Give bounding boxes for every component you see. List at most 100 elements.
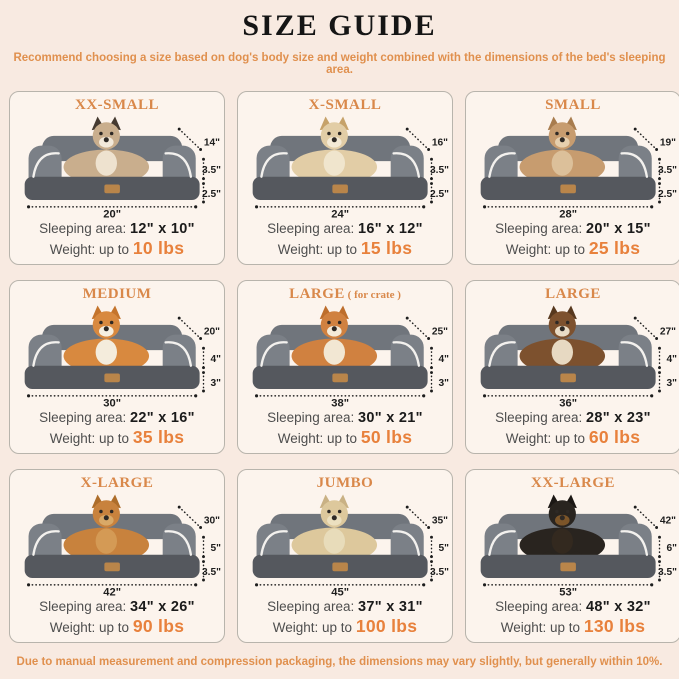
bolster-height-label: 3.5" xyxy=(658,165,677,176)
weight-row: Weight: up to 25 lbs xyxy=(506,238,641,259)
size-label: XX-SMALL xyxy=(74,97,159,113)
sleeping-area-value: 12" x 10" xyxy=(130,221,195,237)
weight-value: 130 lbs xyxy=(583,616,646,636)
dimension-lines: 35" 5" 3.5" 45" xyxy=(254,505,450,597)
sleeping-area-label: Sleeping area: xyxy=(267,599,355,614)
size-card-7: JUMBO xyxy=(237,469,453,643)
dog-chest xyxy=(323,150,345,176)
weight-value: 50 lbs xyxy=(360,427,413,447)
weight-value: 25 lbs xyxy=(588,238,641,258)
depth-label: 42" xyxy=(660,516,676,527)
sleeping-area-value: 34" x 26" xyxy=(130,599,195,615)
sleeping-area-row: Sleeping area: 34" x 26" xyxy=(39,599,195,615)
size-card-5: LARGE xyxy=(465,280,679,454)
depth-label: 27" xyxy=(660,327,676,338)
dog-chest xyxy=(551,339,573,365)
weight-row: Weight: up to 15 lbs xyxy=(278,238,413,259)
dog-illustration xyxy=(291,494,378,563)
size-label: LARGE xyxy=(545,286,601,302)
weight-label: Weight: up to xyxy=(500,620,581,635)
sleeping-area-row: Sleeping area: 48" x 32" xyxy=(495,599,651,615)
size-label: X-LARGE xyxy=(80,475,154,491)
weight-value: 15 lbs xyxy=(360,238,413,258)
weight-row: Weight: up to 60 lbs xyxy=(506,427,641,448)
sleeping-area-label: Sleeping area: xyxy=(267,410,355,425)
bed-piping xyxy=(488,530,649,556)
page-footer: Due to manual measurement and compressio… xyxy=(16,656,663,668)
bolster-height-label: 5" xyxy=(439,543,450,554)
bed-logo-tag xyxy=(332,373,348,383)
size-label: MEDIUM xyxy=(82,286,152,302)
bed-diagram: 25" 4" 3" 38" xyxy=(252,305,450,408)
base-height-label: 3.5" xyxy=(658,567,677,578)
dog-face xyxy=(327,509,342,521)
weight-label: Weight: up to xyxy=(272,620,353,635)
dog-chest xyxy=(551,150,573,176)
width-label: 42" xyxy=(103,587,121,597)
weight-row: Weight: up to 50 lbs xyxy=(278,427,413,448)
size-card-8: XX-LARGE xyxy=(465,469,679,643)
weight-row: Weight: up to 35 lbs xyxy=(50,427,185,448)
page-title: SIZE GUIDE xyxy=(242,9,437,42)
depth-label: 14" xyxy=(204,138,220,149)
bed-logo-tag xyxy=(332,184,348,194)
dog-illustration xyxy=(63,116,150,185)
size-card-4: LARGE ( for crate ) xyxy=(237,280,453,454)
width-label: 20" xyxy=(103,209,121,219)
sleeping-area-row: Sleeping area: 16" x 12" xyxy=(267,221,423,237)
size-label: XX-LARGE xyxy=(530,475,615,491)
dog-face xyxy=(99,131,114,143)
bolster-height-label: 4" xyxy=(667,354,678,365)
dimension-lines: 42" 6" 3.5" 53" xyxy=(482,505,678,597)
width-label: 45" xyxy=(331,587,349,597)
dimension-lines: 27" 4" 3" 36" xyxy=(482,316,678,408)
sleeping-area-label: Sleeping area: xyxy=(39,410,127,425)
sleeping-area-value: 30" x 21" xyxy=(358,410,423,426)
weight-value: 90 lbs xyxy=(132,616,185,636)
base-height-label: 3.5" xyxy=(202,567,221,578)
depth-label: 35" xyxy=(432,516,448,527)
base-height-label: 3" xyxy=(667,378,678,389)
weight-label: Weight: up to xyxy=(277,242,358,257)
dimension-lines: 30" 5" 3.5" 42" xyxy=(26,505,221,597)
dog-chest xyxy=(95,339,117,365)
bolster-height-label: 4" xyxy=(439,354,450,365)
size-title: MEDIUM xyxy=(83,286,152,304)
size-grid: XX-SMALL xyxy=(9,91,679,643)
sleeping-area-label: Sleeping area: xyxy=(39,221,127,236)
depth-label: 16" xyxy=(432,138,448,149)
weight-label: Weight: up to xyxy=(505,431,586,446)
sleeping-area-label: Sleeping area: xyxy=(495,599,583,614)
depth-label: 19" xyxy=(660,138,676,149)
bolster-height-label: 6" xyxy=(667,543,678,554)
size-title: XX-SMALL xyxy=(75,97,159,115)
base-height-label: 2.5" xyxy=(430,189,449,200)
size-card-1: X-SMALL xyxy=(237,91,453,265)
width-label: 38" xyxy=(331,398,349,408)
weight-label: Weight: up to xyxy=(49,620,130,635)
dog-illustration xyxy=(291,305,378,374)
sleeping-area-row: Sleeping area: 37" x 31" xyxy=(267,599,423,615)
weight-row: Weight: up to 100 lbs xyxy=(273,616,418,637)
bed-logo-tag xyxy=(104,184,120,194)
dimension-lines: 16" 3.5" 2.5" 24" xyxy=(254,127,449,219)
bed-diagram: 19" 3.5" 2.5" 28" xyxy=(480,116,677,219)
bed-piping xyxy=(488,152,649,178)
weight-label: Weight: up to xyxy=(49,242,130,257)
dog-illustration xyxy=(291,116,378,185)
bed-diagram: 16" 3.5" 2.5" 24" xyxy=(252,116,449,219)
size-card-2: SMALL xyxy=(465,91,679,265)
bed-piping xyxy=(32,341,193,367)
base-height-label: 2.5" xyxy=(202,189,221,200)
size-suffix: ( for crate ) xyxy=(344,289,401,301)
sleeping-area-value: 28" x 23" xyxy=(586,410,651,426)
dimension-lines: 20" 4" 3" 30" xyxy=(26,316,221,408)
size-card-0: XX-SMALL xyxy=(9,91,225,265)
bed-piping xyxy=(32,152,193,178)
dimension-lines: 19" 3.5" 2.5" 28" xyxy=(482,127,677,219)
weight-value: 35 lbs xyxy=(132,427,185,447)
dog-illustration xyxy=(63,494,150,563)
size-label: JUMBO xyxy=(316,475,374,491)
weight-value: 60 lbs xyxy=(588,427,641,447)
dog-chest xyxy=(323,339,345,365)
